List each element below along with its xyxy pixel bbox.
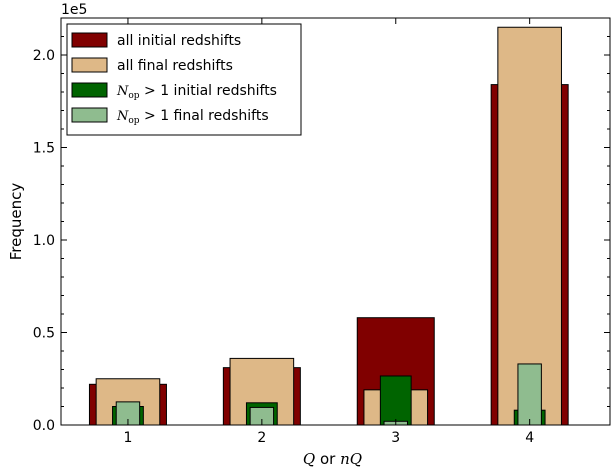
legend-swatch-all-initial bbox=[71, 32, 108, 48]
x-axis-label-nq: nQ bbox=[340, 450, 362, 468]
legend-swatch-nop-final bbox=[71, 107, 108, 123]
x-tick-label: 1 bbox=[123, 430, 132, 446]
x-tick-label: 2 bbox=[257, 430, 266, 446]
ticks-layer: 0.0 0.5 1.0 1.5 2.0 1 2 3 4 bbox=[33, 17, 610, 446]
legend-math-subscript: op bbox=[128, 116, 139, 126]
legend-swatch-all-final bbox=[71, 57, 108, 73]
legend-label-nop-initial: Nop > 1 initial redshifts bbox=[116, 83, 277, 101]
y-axis-label: Frequency bbox=[7, 183, 25, 261]
x-axis-label: Q or nQ bbox=[303, 450, 362, 468]
legend-text: > 1 final redshifts bbox=[140, 108, 269, 124]
x-tick-label: 4 bbox=[525, 430, 534, 446]
legend: all initial redshifts all final redshifts… bbox=[66, 23, 302, 136]
legend-text: > 1 initial redshifts bbox=[140, 83, 277, 99]
legend-swatch-nop-initial bbox=[71, 82, 108, 98]
y-tick-label: 0.0 bbox=[33, 418, 55, 434]
x-axis-label-q: Q bbox=[303, 450, 315, 468]
legend-math-symbol: N bbox=[116, 109, 129, 124]
y-tick-label: 1.5 bbox=[33, 141, 55, 157]
legend-label-all-initial: all initial redshifts bbox=[117, 33, 241, 49]
y-tick-label: 0.5 bbox=[33, 326, 55, 342]
bar-all-final-4 bbox=[497, 26, 562, 426]
y-offset-label: 1e5 bbox=[61, 2, 87, 18]
y-tick-label: 2.0 bbox=[33, 48, 55, 64]
bar-nop-initial-3 bbox=[379, 375, 412, 426]
legend-label-all-final: all final redshifts bbox=[117, 58, 233, 74]
legend-math-symbol: N bbox=[116, 84, 129, 99]
y-tick-label: 1.0 bbox=[33, 233, 55, 249]
legend-math-subscript: op bbox=[128, 91, 139, 101]
x-axis-label-or: or bbox=[315, 450, 340, 468]
bar-nop-final-4 bbox=[517, 363, 542, 426]
legend-label-nop-final: Nop > 1 final redshifts bbox=[116, 108, 269, 126]
x-tick-label: 3 bbox=[391, 430, 400, 446]
bars-layer bbox=[88, 26, 569, 426]
